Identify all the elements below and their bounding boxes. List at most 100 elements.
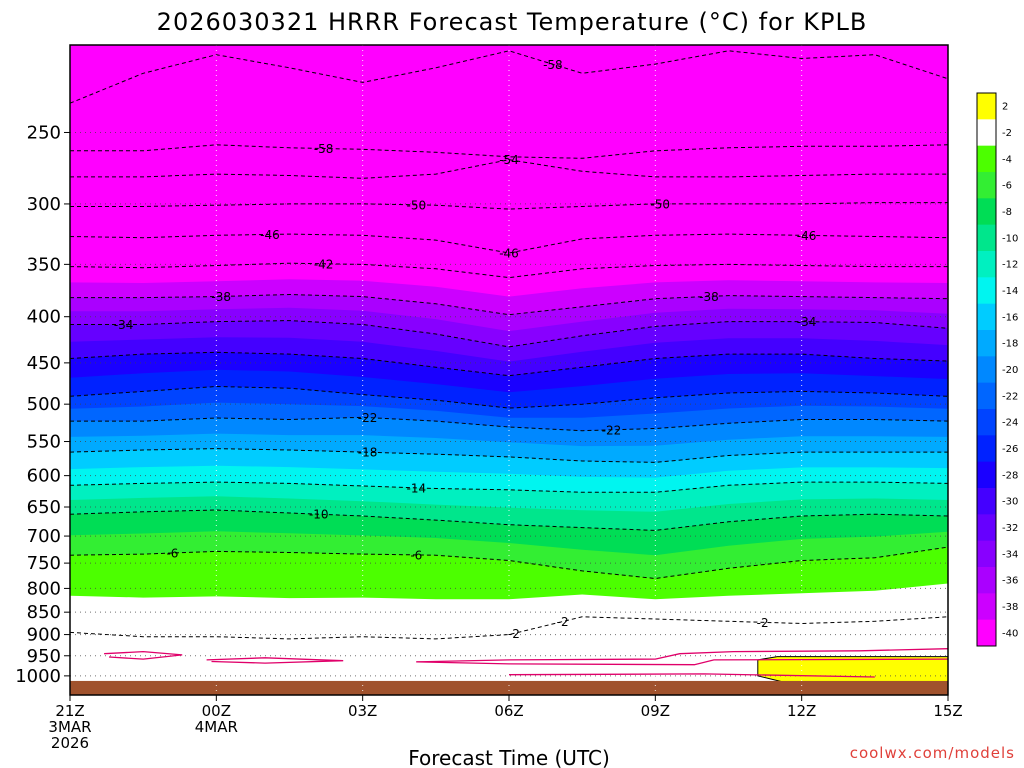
- isotherm-label: -58: [543, 58, 563, 72]
- colorbar-label: -4: [1002, 154, 1012, 165]
- colorbar-swatch: [977, 330, 996, 357]
- colorbar-swatch: [977, 145, 996, 173]
- y-tick-label: 350: [27, 254, 61, 275]
- colorbar-frame: [976, 92, 997, 647]
- y-tick-label: 700: [27, 526, 61, 547]
- isotherm-label: -42: [314, 257, 334, 271]
- colorbar-label: -24: [1002, 418, 1018, 429]
- isotherm-label: -2: [508, 627, 520, 641]
- chart-title: 2026030321 HRRR Forecast Temperature (°C…: [157, 8, 868, 36]
- moisture-contour: [508, 673, 875, 678]
- y-tick-label: 500: [27, 394, 61, 415]
- colorbar-swatch: [977, 303, 996, 331]
- colorbar-swatch: [977, 356, 996, 384]
- isotherm-line: [70, 50, 948, 104]
- moisture-contour: [104, 650, 183, 660]
- colorbar-label: -30: [1002, 497, 1018, 508]
- y-axis: 2503003504004505005506006507007508008509…: [15, 122, 70, 687]
- isotherm-label: -46: [499, 246, 519, 260]
- colorbar-swatch: [977, 435, 996, 463]
- y-tick-label: 900: [27, 625, 61, 646]
- y-tick-label: 800: [27, 578, 61, 599]
- x-tick-label: 06Z: [494, 702, 523, 720]
- isotherm-label: -46: [797, 229, 817, 243]
- isotherm-label: -58: [314, 142, 334, 156]
- colorbar-label: -14: [1002, 286, 1018, 297]
- moisture-contour: [416, 658, 948, 666]
- isotherm-label: -34: [114, 318, 134, 332]
- colorbar-swatch: [977, 251, 996, 278]
- isotherm-label: -6: [166, 547, 178, 561]
- grid-lines: [70, 45, 948, 695]
- colorbar-label: -26: [1002, 444, 1018, 455]
- isotherm-label: -50: [650, 197, 670, 211]
- isotherm-label: -34: [797, 315, 817, 329]
- y-tick-label: 400: [27, 307, 61, 328]
- colorbar-label: -6: [1002, 181, 1012, 192]
- isotherm-label: -22: [358, 411, 378, 425]
- colorbar-swatch: [977, 224, 996, 252]
- warm-region: [757, 656, 948, 683]
- isotherm-label: -10: [309, 508, 329, 522]
- colorbar-swatch: [977, 619, 996, 647]
- isotherm-label: -22: [602, 423, 622, 437]
- x-tick-label: 21Z: [55, 702, 84, 720]
- colorbar-swatch: [977, 461, 996, 489]
- colorbar-label: -32: [1002, 523, 1018, 534]
- isotherm-layer: [70, 50, 948, 678]
- y-tick-label: 750: [27, 553, 61, 574]
- y-tick-label: 550: [27, 432, 61, 453]
- moisture-contour: [206, 657, 344, 664]
- colorbar-label: -8: [1002, 207, 1012, 218]
- isotherm-label: -14: [407, 481, 427, 495]
- x-axis-title: Forecast Time (UTC): [408, 746, 610, 768]
- colorbar-label: -28: [1002, 470, 1018, 481]
- colorbar-swatch: [977, 540, 996, 568]
- colorbar-label: 2: [1002, 102, 1008, 113]
- isotherm-label: -50: [407, 198, 427, 212]
- isotherm-label: -2: [557, 615, 569, 629]
- y-tick-label: 250: [27, 122, 61, 143]
- colorbar-label: -34: [1002, 549, 1018, 560]
- colorbar-label: -36: [1002, 576, 1018, 587]
- colorbar-swatch: [977, 198, 996, 226]
- colorbar-swatch: [977, 593, 996, 621]
- y-tick-label: 300: [27, 194, 61, 215]
- x-tick-label: 00Z: [202, 702, 231, 720]
- colorbar-label: -20: [1002, 365, 1018, 376]
- isotherm-line: [70, 320, 948, 348]
- isotherm-label: -6: [410, 548, 422, 562]
- x-tick-label: 2026: [51, 734, 89, 752]
- ground-strip: [70, 680, 948, 695]
- y-tick-label: 450: [27, 353, 61, 374]
- credit-text: coolwx.com/models: [850, 744, 1015, 762]
- colorbar-label: -2: [1002, 128, 1012, 139]
- y-tick-label: 950: [27, 646, 61, 667]
- colorbar-swatch: [977, 488, 996, 515]
- colorbar-label: -18: [1002, 339, 1018, 350]
- colorbar-label: -10: [1002, 233, 1018, 244]
- colorbar: 2 -2 -4 -6 -8 -10 -12 -14 -16 -18 -20 -22 -24 -26 -28 -…: [976, 92, 1018, 647]
- y-tick-label: 850: [27, 602, 61, 623]
- plot-area: [70, 45, 948, 695]
- colorbar-label: -40: [1002, 628, 1018, 639]
- colorbar-swatch: [977, 514, 996, 542]
- colorbar-swatch: [977, 93, 996, 120]
- colorbar-swatch: [977, 172, 996, 199]
- colorbar-swatch: [977, 409, 996, 436]
- isotherm-label: -46: [260, 228, 280, 242]
- colorbar-swatch: [977, 119, 996, 147]
- colorbar-label: -22: [1002, 391, 1018, 402]
- x-tick-label: 4MAR: [195, 718, 238, 736]
- isotherm-label: -18: [358, 446, 378, 460]
- moisture-contour: [416, 648, 948, 663]
- y-tick-label: 650: [27, 497, 61, 518]
- isotherm-line: [70, 202, 948, 210]
- y-tick-label: 600: [27, 466, 61, 487]
- x-tick-label: 03Z: [348, 702, 377, 720]
- x-tick-label: 12Z: [787, 702, 816, 720]
- colorbar-swatch: [977, 277, 996, 305]
- colorbar-label: -38: [1002, 602, 1018, 613]
- colorbar-swatch: [977, 567, 996, 594]
